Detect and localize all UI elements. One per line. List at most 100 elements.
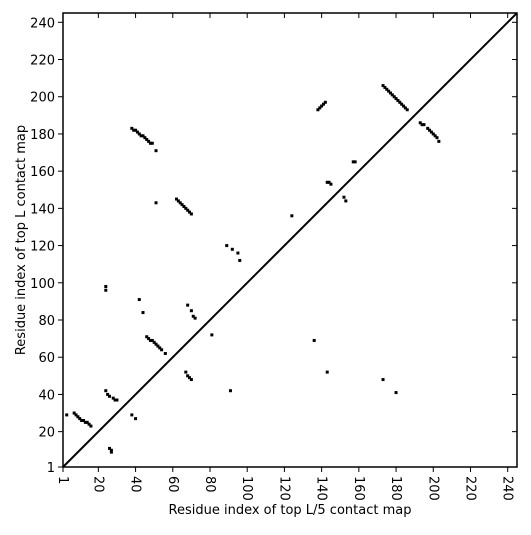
contact-point: [115, 398, 119, 402]
y-tick-label: 220: [30, 54, 55, 69]
contact-point: [141, 134, 145, 138]
contact-point: [189, 378, 193, 382]
contact-point: [78, 417, 82, 421]
contact-point: [132, 128, 136, 132]
contact-point: [230, 247, 234, 251]
x-tick-label: 160: [351, 476, 366, 501]
contact-point: [113, 398, 117, 402]
contact-point: [193, 316, 197, 320]
contact-point: [145, 138, 149, 142]
contact-point: [188, 210, 192, 214]
contact-point: [344, 199, 348, 203]
contact-point: [189, 309, 193, 313]
y-tick-label: 120: [30, 240, 55, 255]
contact-point: [137, 298, 141, 302]
y-tick-label: 180: [30, 128, 55, 143]
contact-point: [228, 389, 232, 393]
contact-point: [150, 338, 154, 342]
contact-point: [85, 420, 89, 424]
contact-point: [321, 102, 325, 106]
contact-point: [381, 378, 385, 382]
contact-point: [137, 132, 141, 136]
y-tick-label: 80: [38, 314, 55, 329]
contact-point: [385, 87, 389, 91]
contact-point: [420, 123, 424, 127]
contact-point: [325, 180, 329, 184]
contact-point: [74, 413, 78, 417]
contact-point: [189, 212, 193, 216]
contact-point: [154, 342, 158, 346]
contact-point: [108, 446, 112, 450]
contact-point: [150, 141, 154, 145]
contact-point: [390, 93, 394, 97]
contact-point: [400, 102, 404, 106]
x-tick-label: 200: [425, 476, 440, 501]
contact-point: [186, 374, 190, 378]
x-tick-label: 60: [165, 476, 180, 493]
contact-point: [431, 132, 435, 136]
contact-point: [176, 199, 180, 203]
contact-point: [403, 106, 407, 110]
contact-point: [398, 100, 402, 104]
contact-point: [210, 333, 214, 337]
y-tick-label: 40: [38, 388, 55, 403]
contact-point: [111, 396, 115, 400]
contact-point: [134, 128, 138, 132]
contact-point: [236, 251, 240, 255]
contact-point: [238, 258, 242, 262]
contact-point: [394, 391, 398, 395]
contact-point: [342, 195, 346, 199]
y-tick-label: 160: [30, 165, 55, 180]
contact-point: [109, 450, 113, 454]
contact-point: [163, 352, 167, 355]
contact-point: [148, 338, 152, 342]
contact-point: [147, 139, 151, 143]
x-tick-label: 80: [202, 476, 217, 493]
y-tick-label: 100: [30, 277, 55, 292]
contact-point: [89, 424, 93, 428]
contact-point: [147, 337, 151, 341]
contact-point: [186, 303, 190, 307]
contact-point: [429, 130, 433, 134]
contact-point: [76, 415, 80, 419]
contact-point: [428, 128, 432, 132]
contact-point: [323, 100, 327, 104]
contact-point: [108, 394, 112, 398]
contact-point: [104, 285, 108, 289]
contact-point: [130, 413, 134, 417]
x-axis-label: Residue index of top L/5 contact map: [169, 503, 412, 518]
contact-point: [290, 214, 294, 218]
contact-point: [156, 344, 160, 348]
y-tick-label: 1: [47, 461, 55, 476]
contact-point: [154, 149, 158, 153]
contact-point: [320, 104, 324, 108]
contact-point: [109, 448, 113, 452]
x-tick-label: 140: [314, 476, 329, 501]
contact-point: [325, 370, 329, 374]
contact-point: [351, 160, 355, 164]
contact-point: [186, 208, 190, 212]
y-tick-label: 200: [30, 91, 55, 106]
contact-point: [184, 370, 188, 374]
contact-point: [316, 108, 320, 112]
contact-point: [72, 411, 76, 415]
contact-point: [312, 338, 316, 342]
x-tick-label: 220: [462, 476, 477, 501]
y-tick-label: 140: [30, 202, 55, 217]
contact-point: [329, 182, 333, 186]
y-tick-label: 240: [30, 16, 55, 31]
contact-point: [191, 314, 195, 318]
contact-point: [175, 197, 178, 201]
diagonal: [62, 12, 518, 468]
contact-point: [143, 136, 147, 140]
contact-point: [145, 335, 149, 339]
contact-point: [418, 121, 422, 125]
contact-point: [225, 244, 229, 248]
contact-point: [433, 134, 437, 138]
x-tick-label: 100: [239, 476, 254, 501]
contact-point: [130, 126, 134, 130]
contact-point: [81, 418, 85, 422]
contact-point: [387, 89, 391, 93]
contact-point: [141, 311, 145, 315]
contact-point: [134, 417, 138, 421]
